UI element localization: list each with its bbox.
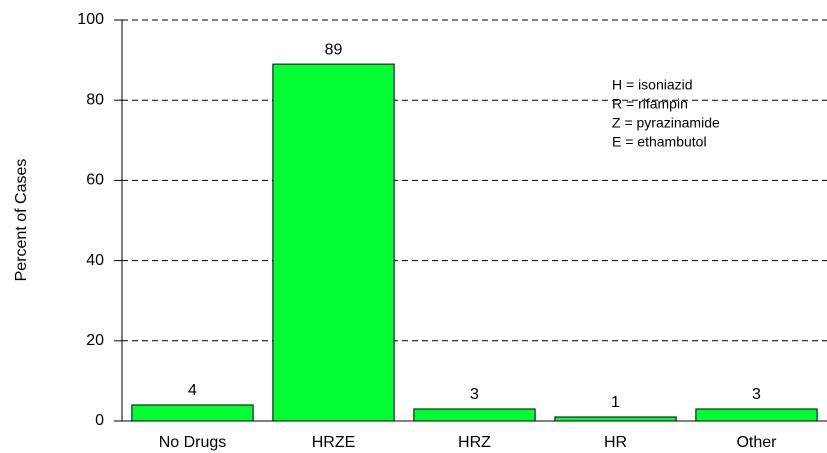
annotation: E = ethambutol bbox=[612, 134, 707, 150]
y-tick-label: 40 bbox=[86, 252, 104, 269]
data-label: 4 bbox=[188, 382, 197, 399]
annotation: Z = pyrazinamide bbox=[612, 115, 720, 131]
bar bbox=[695, 408, 818, 422]
data-label: 1 bbox=[611, 394, 620, 411]
bar bbox=[413, 408, 536, 422]
x-tick-label: HR bbox=[604, 434, 627, 451]
y-tick-label: 20 bbox=[86, 332, 104, 349]
x-tick-label: Other bbox=[736, 434, 777, 451]
y-tick-label: 60 bbox=[86, 172, 104, 189]
data-label: 3 bbox=[470, 386, 479, 403]
bar bbox=[131, 404, 254, 422]
x-tick-label: HRZ bbox=[458, 434, 491, 451]
y-tick-label: 80 bbox=[86, 91, 104, 108]
data-label: 3 bbox=[752, 386, 761, 403]
y-tick-label: 0 bbox=[95, 412, 104, 429]
bar bbox=[272, 63, 395, 422]
bar bbox=[554, 416, 677, 422]
annotation: H = isoniazid bbox=[612, 77, 693, 93]
annotation: R = rifampin bbox=[612, 96, 688, 112]
y-tick-label: 100 bbox=[77, 11, 104, 28]
x-tick-label: HRZE bbox=[312, 434, 356, 451]
y-axis-label: Percent of Cases bbox=[13, 159, 30, 282]
data-label: 89 bbox=[325, 41, 343, 58]
x-tick-label: No Drugs bbox=[159, 434, 227, 451]
